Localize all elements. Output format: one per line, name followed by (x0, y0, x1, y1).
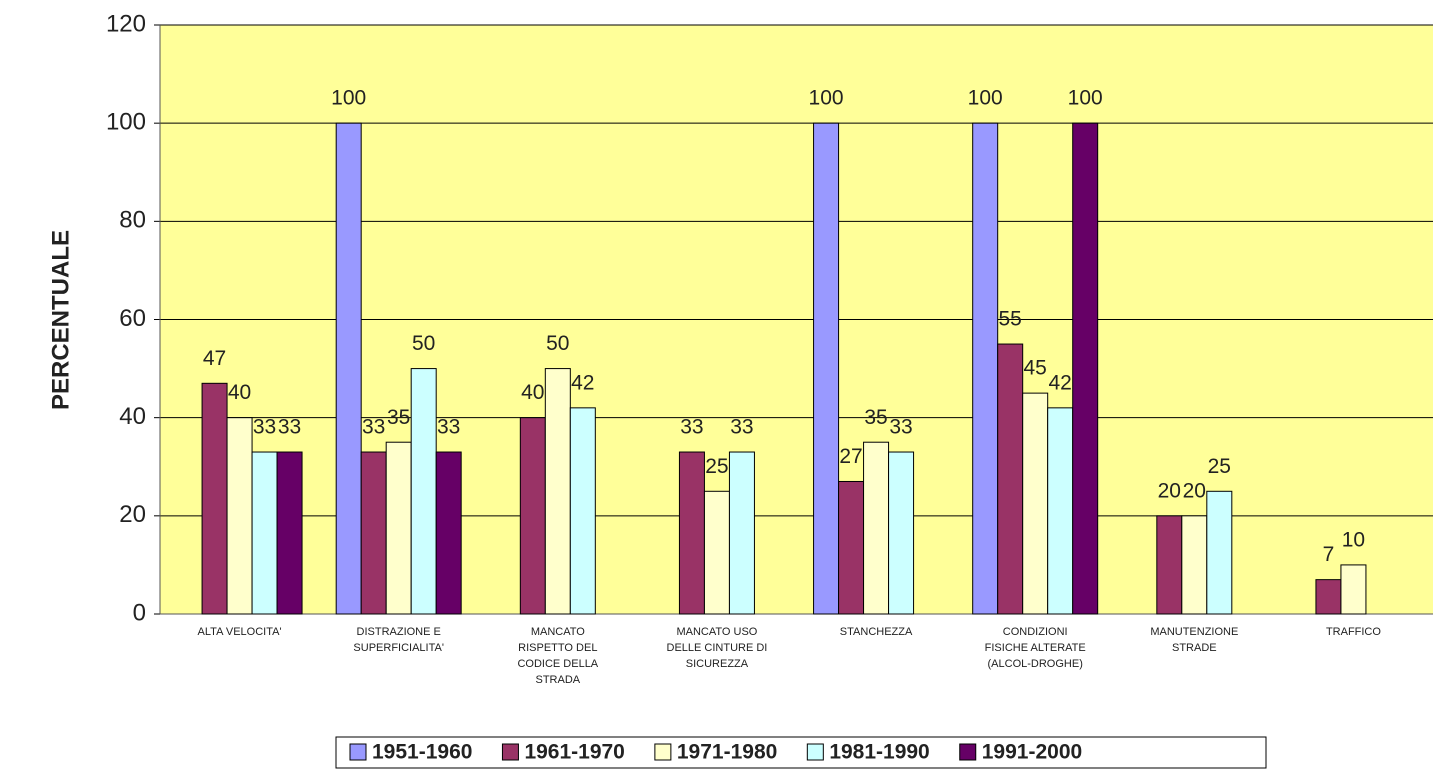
bar (435, 451, 462, 615)
bar (1315, 579, 1342, 615)
data-label: 33 (278, 416, 301, 439)
bar (1206, 490, 1233, 615)
data-label: 40 (228, 381, 251, 404)
bar (360, 451, 387, 615)
bar (863, 441, 890, 615)
x-tick-label: MANCATO USO DELLE CINTURE DI SICUREZZA (667, 626, 768, 670)
bar (972, 122, 999, 615)
x-tick-label: STANCHEZZA (840, 626, 913, 638)
bar (519, 417, 546, 615)
bar (201, 382, 228, 615)
bar (226, 417, 253, 615)
y-tick-label: 60 (119, 305, 146, 332)
y-tick-label: 100 (106, 109, 146, 136)
data-label: 100 (968, 87, 1003, 110)
bar (410, 368, 437, 615)
data-label: 50 (412, 332, 435, 355)
legend-label: 1981-1990 (829, 741, 929, 764)
y-tick-label: 0 (133, 599, 146, 626)
x-tick-label: ALTA VELOCITA' (198, 626, 282, 638)
x-tick-label: MANCATO RISPETTO DEL CODICE DELLA STRADA (517, 626, 598, 686)
x-tick-label: MANUTENZIONE STRADE (1150, 626, 1238, 654)
data-label: 42 (571, 371, 594, 394)
data-label: 33 (253, 416, 276, 439)
bar (335, 122, 362, 615)
x-tick-label: CONDIZIONI FISICHE ALTERATE (ALCOL-DROGHE) (985, 626, 1086, 670)
bar (997, 343, 1024, 615)
bar (1340, 564, 1367, 615)
legend-box (335, 736, 1267, 769)
bar (251, 451, 278, 615)
legend-swatch (349, 743, 367, 761)
y-axis-label: PERCENTUALE (47, 230, 74, 410)
data-label: 100 (1068, 87, 1103, 110)
y-tick-label: 120 (106, 10, 146, 37)
data-label: 100 (331, 87, 366, 110)
data-label: 33 (730, 416, 753, 439)
data-label: 47 (203, 347, 226, 370)
data-label: 27 (839, 445, 862, 468)
data-label: 33 (362, 416, 385, 439)
data-label: 20 (1158, 479, 1181, 502)
data-label: 40 (521, 381, 544, 404)
data-label: 50 (546, 332, 569, 355)
data-label: 35 (387, 406, 410, 429)
data-label: 20 (1183, 479, 1206, 502)
legend: 1951-1960 1961-1970 1971-1980 1981-1990 1991… (335, 736, 1267, 769)
data-label: 25 (705, 455, 728, 478)
legend-swatch (501, 743, 519, 761)
data-label: 42 (1049, 371, 1072, 394)
legend-label: 1991-2000 (982, 741, 1082, 764)
bar (1156, 515, 1183, 615)
bar (888, 451, 915, 615)
bar (838, 480, 865, 615)
y-tick-label: 20 (119, 501, 146, 528)
legend-label: 1961-1970 (524, 741, 624, 764)
bar (385, 441, 412, 615)
bar (728, 451, 755, 615)
bar (276, 451, 303, 615)
data-label: 55 (999, 308, 1022, 331)
data-label: 33 (680, 416, 703, 439)
data-label: 25 (1208, 455, 1231, 478)
bar (1022, 392, 1049, 615)
data-label: 7 (1323, 543, 1335, 566)
y-tick-label: 40 (119, 403, 146, 430)
data-label: 100 (809, 87, 844, 110)
legend-swatch (654, 743, 672, 761)
data-label: 45 (1024, 357, 1047, 380)
bar (1072, 122, 1099, 615)
bar (544, 368, 571, 615)
data-label: 35 (864, 406, 887, 429)
legend-label: 1951-1960 (372, 741, 472, 764)
bar (678, 451, 705, 615)
bar (703, 490, 730, 615)
bar (1181, 515, 1208, 615)
legend-label: 1971-1980 (677, 741, 777, 764)
y-tick-label: 80 (119, 207, 146, 234)
bar (1047, 407, 1074, 615)
bar (569, 407, 596, 615)
bar (813, 122, 840, 615)
x-tick-label: TRAFFICO (1326, 626, 1381, 638)
data-label: 33 (437, 416, 460, 439)
data-label: 10 (1342, 528, 1365, 551)
data-label: 33 (889, 416, 912, 439)
legend-swatch (959, 743, 977, 761)
x-tick-label: DISTRAZIONE E SUPERFICIALITA' (353, 626, 444, 654)
legend-swatch (806, 743, 824, 761)
